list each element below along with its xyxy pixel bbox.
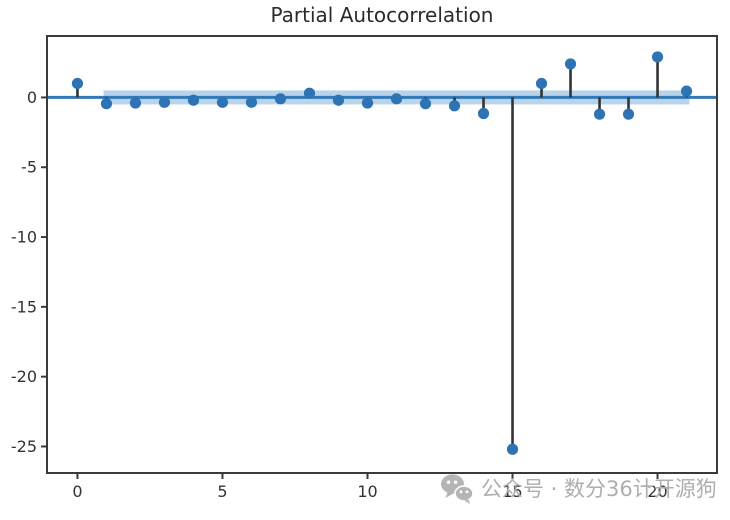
axes-frame [46, 35, 718, 474]
point-lag-18 [593, 108, 606, 120]
x-tick-label-20: 20 [647, 482, 667, 501]
point-lag-10 [361, 97, 374, 109]
point-lag-19 [622, 108, 635, 120]
point-lag-13 [448, 100, 461, 112]
point-lag-7 [274, 93, 287, 105]
y-tick-label--10: -10 [11, 228, 37, 247]
point-lag-11 [390, 93, 403, 105]
point-lag-17 [564, 58, 577, 70]
y-tick-label-0: 0 [27, 88, 37, 107]
point-lag-1 [100, 98, 113, 110]
x-tick-label-15: 15 [502, 482, 522, 501]
y-tick-label--25: -25 [11, 437, 37, 456]
y-tick-label--15: -15 [11, 297, 37, 316]
point-lag-16 [535, 77, 548, 90]
point-lag-21 [680, 85, 693, 97]
point-lag-5 [216, 96, 229, 108]
point-lag-4 [187, 94, 200, 106]
x-tick-label-0: 0 [72, 482, 82, 501]
point-lag-20 [651, 51, 664, 63]
chart-title: Partial Autocorrelation [270, 3, 494, 27]
x-tick-label-5: 5 [217, 482, 227, 501]
x-tick-label-10: 10 [357, 482, 377, 501]
point-lag-9 [332, 94, 345, 106]
point-lag-12 [419, 98, 432, 110]
point-lag-6 [245, 96, 258, 108]
point-lag-8 [303, 87, 316, 99]
point-lag-14 [477, 107, 490, 120]
y-tick-label--20: -20 [11, 367, 37, 386]
y-tick-label--5: -5 [21, 158, 37, 177]
point-lag-15 [506, 443, 519, 455]
point-lag-2 [129, 97, 142, 109]
point-lag-3 [158, 96, 171, 108]
point-lag-0 [71, 77, 84, 90]
